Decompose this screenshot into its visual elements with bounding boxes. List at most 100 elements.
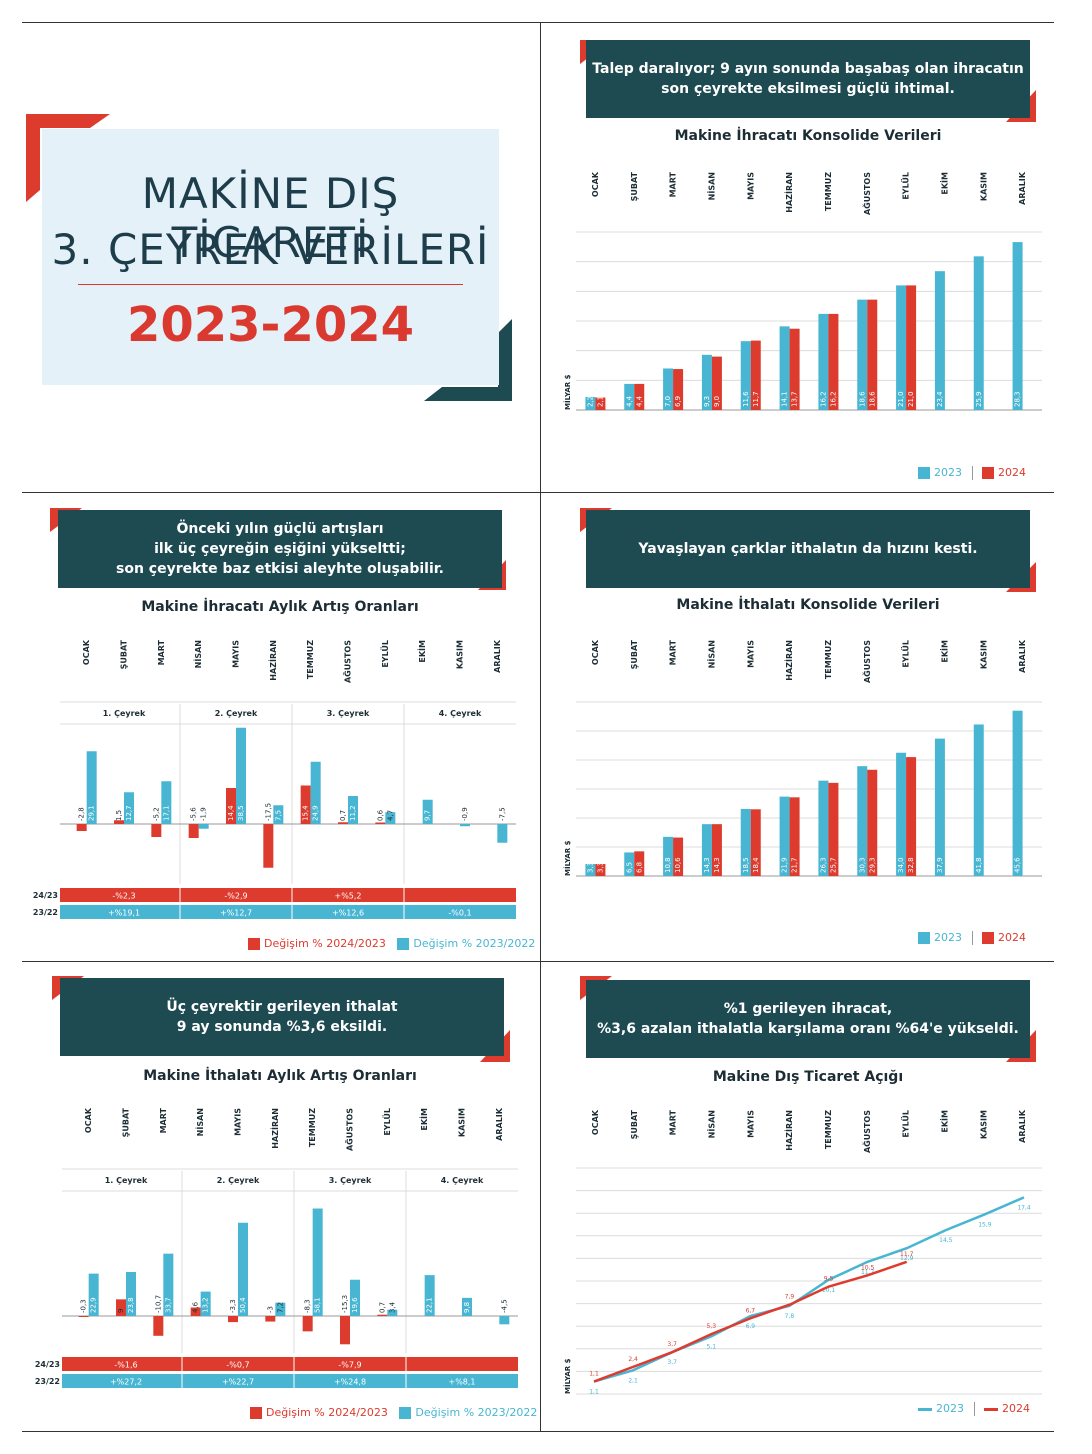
month-label: EKİM	[419, 1108, 429, 1131]
cover-corner-top-left	[26, 114, 110, 202]
bar-2024	[789, 797, 800, 876]
quarter-total-label: -%2,3	[112, 892, 135, 901]
point-value-label: 11,7	[900, 1251, 914, 1258]
bar-Değişim % 2023/2022	[497, 824, 508, 843]
line-series-2024	[593, 1260, 908, 1383]
bar-value-label: -0,9	[461, 807, 469, 821]
bar-value-label: 28,3	[1014, 391, 1022, 407]
bar-Değişim % 2024/2023	[300, 785, 311, 824]
bar-value-label: 33,7	[164, 1297, 172, 1313]
bar-value-label: 2,1	[596, 396, 604, 407]
month-label: AĞUSTOS	[344, 1108, 355, 1151]
bar-value-label: -5,6	[190, 807, 198, 821]
cover-corner-bottom-right	[424, 319, 512, 401]
bar-value-label: 4,4	[625, 395, 633, 407]
bar-value-label: -15,3	[341, 1295, 349, 1313]
bar-value-label: 24,9	[312, 805, 320, 821]
cover-title-card: MAKİNE DIŞ TİCARETİ 3. ÇEYREK VERİLERİ 2…	[42, 129, 499, 385]
cover-years: 2023-2024	[126, 297, 415, 353]
bar-value-label: 22,9	[90, 1297, 98, 1313]
banner-line: ilk üç çeyreğin eşiğini yükseltti;	[154, 541, 406, 557]
banner-trade-deficit: %1 gerileyen ihracat, %3,6 azalan ithala…	[586, 980, 1030, 1058]
quarter-total-label: -%7,9	[338, 1361, 361, 1370]
quarter-label: 2. Çeyrek	[215, 709, 258, 718]
bar-Değişim % 2023/2022	[124, 792, 134, 824]
bar-value-label: 21,7	[791, 857, 799, 873]
point-value-label: 7,9	[785, 1294, 795, 1301]
month-label: TEMMUZ	[824, 172, 833, 211]
quarter-label: 1. Çeyrek	[103, 709, 146, 718]
legend-import-monthly: Değişim % 2024/2023 Değişim % 2023/2022	[250, 1406, 537, 1419]
month-label: OCAK	[591, 639, 600, 665]
month-label: ŞUBAT	[630, 1109, 639, 1139]
summary-row-bar	[60, 905, 516, 919]
banner-line: 9 ay sonunda %3,6 eksildi.	[176, 1019, 388, 1035]
bar-Değişim % 2024/2023	[340, 1316, 350, 1345]
month-label: AĞUSTOS	[861, 172, 872, 215]
legend-2024-label: 2024	[998, 466, 1026, 479]
legend-2023-label: 2023	[934, 931, 962, 944]
quarter-label: 3. Çeyrek	[329, 1176, 372, 1185]
summary-row-label: 23/22	[35, 1377, 60, 1386]
bar-2023	[701, 824, 712, 876]
month-label: EKİM	[939, 1110, 949, 1133]
bar-Değişim % 2023/2022	[460, 824, 470, 827]
bar-value-label: 0,7	[378, 1302, 386, 1313]
center-divider	[540, 22, 541, 1432]
bar-value-label: 10,6	[674, 857, 682, 873]
point-value-label: 10,1	[822, 1287, 836, 1294]
bar-value-label: 32,8	[907, 857, 915, 873]
chart-title-export-monthly: Makine İhracatı Aylık Artış Oranları	[141, 599, 419, 615]
y-axis-label: MİLYAR $	[563, 1358, 572, 1394]
bar-value-label: 3,4	[388, 1301, 396, 1313]
bar-value-label: 9	[117, 1309, 125, 1313]
banner-export-monthly: Önceki yılın güçlü artışları ilk üç çeyr…	[58, 510, 502, 588]
bar-2024	[595, 864, 606, 876]
legend-2024-swatch	[982, 467, 994, 479]
point-value-label: 2,1	[628, 1377, 638, 1384]
bar-Değişim % 2024/2023	[302, 1316, 313, 1332]
bar-Değişim % 2023/2022	[387, 1309, 398, 1316]
banner-line: %3,6 azalan ithalatla karşılama oranı %6…	[597, 1021, 1019, 1037]
month-label: MART	[669, 171, 678, 197]
bar-value-label: -17,5	[264, 803, 272, 821]
bar-Değişim % 2023/2022	[273, 805, 284, 824]
bar-value-label: 4,4	[635, 395, 643, 407]
bar-value-label: 14,1	[781, 391, 789, 407]
quarter-label: 1. Çeyrek	[105, 1176, 148, 1185]
bar-Değişim % 2024/2023	[76, 824, 87, 831]
bar-2023	[857, 299, 868, 410]
bar-value-label: 30,3	[858, 857, 866, 873]
month-label: AĞUSTOS	[342, 640, 353, 683]
bar-value-label: 38,5	[237, 805, 245, 821]
month-label: OCAK	[591, 1109, 600, 1135]
bar-value-label: 11,7	[752, 391, 760, 407]
month-label: ŞUBAT	[120, 639, 129, 669]
bar-2024	[673, 837, 684, 876]
month-label: MAYIS	[746, 1110, 755, 1138]
bar-2024	[906, 285, 917, 410]
bar-value-label: 29,3	[868, 857, 876, 873]
month-label: HAZİRAN	[784, 1110, 794, 1151]
bar-Değişim % 2023/2022	[236, 727, 246, 824]
banner-import-monthly: Üç çeyrektir gerileyen ithalat 9 ay sonu…	[60, 978, 504, 1056]
quarter-total-label: +%12,6	[332, 909, 364, 918]
chart-title-export-cumulative: Makine İhracatı Konsolide Verileri	[674, 128, 942, 144]
month-label: NİSAN	[195, 1108, 205, 1136]
point-value-label: 6,7	[746, 1307, 756, 1314]
bar-2023	[663, 368, 674, 410]
bar-value-label: 25,7	[829, 857, 837, 873]
month-label: MAYIS	[746, 640, 755, 668]
legend-separator	[971, 466, 973, 480]
bar-Değişim % 2024/2023	[153, 1316, 164, 1336]
bar-value-label: 23,4	[936, 391, 944, 407]
month-label: NİSAN	[193, 640, 203, 668]
month-label: OCAK	[591, 171, 600, 197]
month-label: ARALIK	[1018, 171, 1027, 205]
bar-value-label: 14,4	[227, 805, 235, 821]
bar-2023	[1012, 710, 1023, 876]
month-label: HAZİRAN	[784, 640, 794, 681]
bar-value-label: 22,1	[426, 1297, 434, 1313]
month-label: KASIM	[979, 640, 988, 669]
